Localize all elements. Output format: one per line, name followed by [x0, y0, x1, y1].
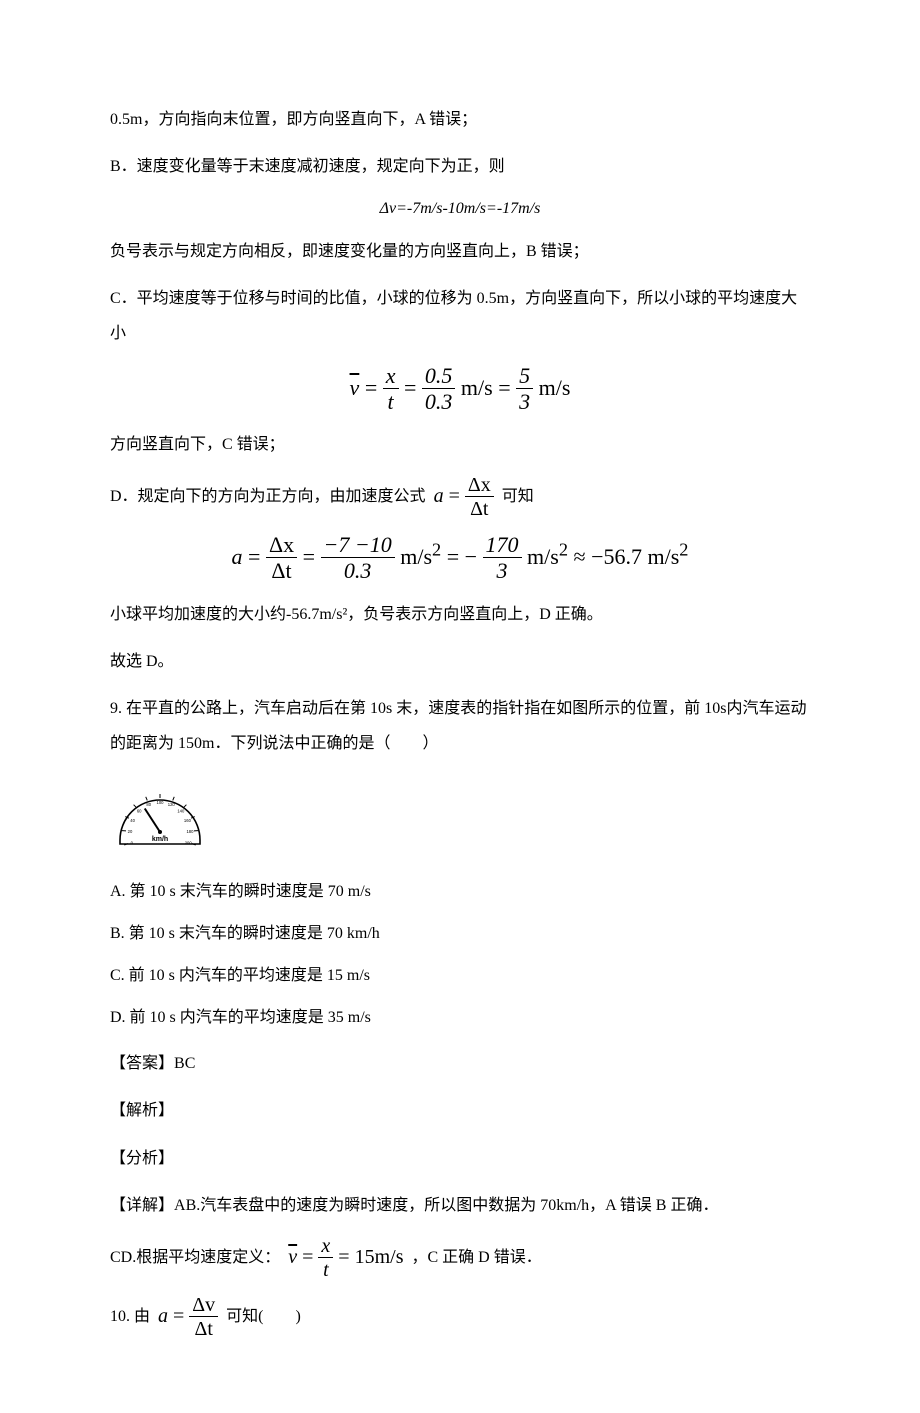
- q9-option-d: D. 前 10 s 内汽车的平均速度是 35 m/s: [110, 1002, 810, 1034]
- paragraph-a-continued: 0.5m，方向指向末位置，即方向竖直向下，A 错误；: [110, 102, 810, 137]
- sup2: 2: [432, 540, 441, 560]
- q9-option-c: C. 前 10 s 内汽车的平均速度是 15 m/s: [110, 960, 810, 992]
- unit-ms2a: m/s: [400, 544, 432, 569]
- paragraph-d2: 小球平均加速度的大小约-56.7m/s²，负号表示方向竖直向上，D 正确。: [110, 597, 810, 632]
- q9-jiexi: 【解析】: [110, 1093, 810, 1128]
- frac-num: x: [318, 1235, 333, 1258]
- detail-ab-text: AB.汽车表盘中的速度为瞬时速度，所以图中数据为 70km/h，A 错误 B 正…: [174, 1197, 718, 1214]
- frac-neg7-10-03: −7 −10 0.3: [321, 533, 395, 585]
- frac-num: −7 −10: [321, 533, 395, 558]
- frac-dv-dt: Δv Δt: [189, 1294, 218, 1341]
- gauge-unit-label: km/h: [152, 836, 168, 843]
- q9-option-a: A. 第 10 s 末汽车的瞬时速度是 70 m/s: [110, 876, 810, 908]
- equation-vbar: v = x t = 0.5 0.3 m/s = 5 3 m/s: [110, 364, 810, 416]
- unit-ms2: m/s: [539, 374, 571, 399]
- approx-part: ≈ −56.7 m/s: [574, 544, 680, 569]
- q9-answer: 【答案】BC: [110, 1046, 810, 1081]
- svg-text:200: 200: [185, 840, 193, 845]
- vbar-lhs: v: [350, 374, 360, 399]
- svg-text:100: 100: [157, 800, 165, 805]
- paragraph-c: C．平均速度等于位移与时间的比值，小球的位移为 0.5m，方向竖直向下，所以小球…: [110, 281, 810, 351]
- frac-den: 3: [516, 389, 533, 415]
- q10-stem: 10. 由 a = Δv Δt 可知( ): [110, 1294, 810, 1341]
- sup2c: 2: [679, 540, 688, 560]
- eq1-text: Δv=-7m/s-10m/s=-17m/s: [380, 200, 541, 217]
- frac-num: 0.5: [422, 364, 456, 389]
- cd-rhs: = 15m/s: [338, 1246, 403, 1268]
- equation-delta-v: Δv=-7m/s-10m/s=-17m/s: [110, 196, 810, 222]
- frac-dx-dt2: Δx Δt: [266, 533, 297, 585]
- xiangjie-label: 【详解】: [110, 1197, 174, 1214]
- paragraph-c2: 方向竖直向下，C 错误；: [110, 427, 810, 462]
- frac-den: t: [383, 389, 399, 415]
- frac-den: Δt: [465, 497, 494, 521]
- eq-sym: =: [365, 374, 383, 399]
- frac-num: 5: [516, 364, 533, 389]
- frac-05-03: 0.5 0.3: [422, 364, 456, 416]
- frac-x-t: x t: [383, 364, 399, 416]
- answer-label: 【答案】: [110, 1055, 174, 1072]
- eq-sym: =: [449, 485, 465, 507]
- paragraph-d: D．规定向下的方向为正方向，由加速度公式 a = Δx Δt 可知: [110, 474, 810, 521]
- frac-den: 0.3: [422, 389, 456, 415]
- eq-sym: =: [173, 1305, 189, 1327]
- answer-value: BC: [174, 1055, 195, 1072]
- unit-ms2b: m/s: [527, 544, 559, 569]
- frac-den: 3: [483, 558, 522, 584]
- eq-sym: =: [404, 374, 422, 399]
- equation-acceleration: a = Δx Δt = −7 −10 0.3 m/s2 = − 170 3 m/…: [110, 533, 810, 585]
- q9-fenxi: 【分析】: [110, 1141, 810, 1176]
- inline-eq-a-dv-dt: a = Δv Δt: [158, 1294, 218, 1341]
- eq3-lhs: a: [434, 485, 444, 507]
- svg-text:160: 160: [184, 817, 192, 822]
- speedometer-icon: 020406080100120140160180200 km/h: [110, 780, 210, 850]
- eq-sym: =: [302, 1246, 318, 1268]
- frac-5-3: 5 3: [516, 364, 533, 416]
- frac-den: Δt: [266, 558, 297, 584]
- unit-ms: m/s: [461, 374, 493, 399]
- pd-text-a: D．规定向下的方向为正方向，由加速度公式: [110, 488, 426, 505]
- q9-detail-ab: 【详解】AB.汽车表盘中的速度为瞬时速度，所以图中数据为 70km/h，A 错误…: [110, 1188, 810, 1223]
- svg-text:120: 120: [168, 802, 176, 807]
- svg-text:80: 80: [146, 802, 151, 807]
- eq4-lhs: a: [232, 544, 243, 569]
- svg-text:40: 40: [130, 817, 135, 822]
- frac-dx-dt: Δx Δt: [465, 474, 494, 521]
- q10-a: 10. 由: [110, 1308, 150, 1325]
- frac-den: 0.3: [321, 558, 395, 584]
- q9-detail-cd: CD.根据平均速度定义： v = x t = 15m/s ，C 正确 D 错误．: [110, 1235, 810, 1282]
- svg-text:20: 20: [128, 829, 133, 834]
- paragraph-d3: 故选 D。: [110, 644, 810, 679]
- eq-sym: =: [303, 544, 321, 569]
- q9-option-b: B. 第 10 s 末汽车的瞬时速度是 70 km/h: [110, 918, 810, 950]
- detail-cd-a: CD.根据平均速度定义：: [110, 1249, 280, 1266]
- detail-cd-b: ，C 正确 D 错误．: [411, 1249, 541, 1266]
- frac-num: 170: [483, 533, 522, 558]
- frac-num: x: [383, 364, 399, 389]
- q10-lhs: a: [158, 1305, 168, 1327]
- sup2b: 2: [559, 540, 568, 560]
- cd-lhs: v: [288, 1246, 297, 1268]
- svg-text:60: 60: [137, 808, 142, 813]
- frac-x-t-cd: x t: [318, 1235, 333, 1282]
- frac-den: Δt: [189, 1317, 218, 1341]
- frac-num: Δx: [465, 474, 494, 497]
- q10-b: 可知( ): [226, 1308, 301, 1325]
- paragraph-b2: 负号表示与规定方向相反，即速度变化量的方向竖直向上，B 错误；: [110, 234, 810, 269]
- frac-num: Δx: [266, 533, 297, 558]
- inline-eq-vbar-15: v = x t = 15m/s: [288, 1235, 403, 1282]
- q9-stem: 9. 在平直的公路上，汽车启动后在第 10s 末，速度表的指针指在如图所示的位置…: [110, 691, 810, 761]
- svg-text:140: 140: [177, 808, 185, 813]
- frac-num: Δv: [189, 1294, 218, 1317]
- frac-den: t: [318, 1258, 333, 1282]
- inline-eq-a-dx-dt: a = Δx Δt: [434, 474, 494, 521]
- eq-sym: =: [248, 544, 266, 569]
- eq-sym: = −: [447, 544, 477, 569]
- svg-text:180: 180: [186, 829, 194, 834]
- paragraph-b: B．速度变化量等于末速度减初速度，规定向下为正，则: [110, 149, 810, 184]
- frac-170-3: 170 3: [483, 533, 522, 585]
- pd-text-b: 可知: [502, 488, 534, 505]
- eq-sym: =: [498, 374, 516, 399]
